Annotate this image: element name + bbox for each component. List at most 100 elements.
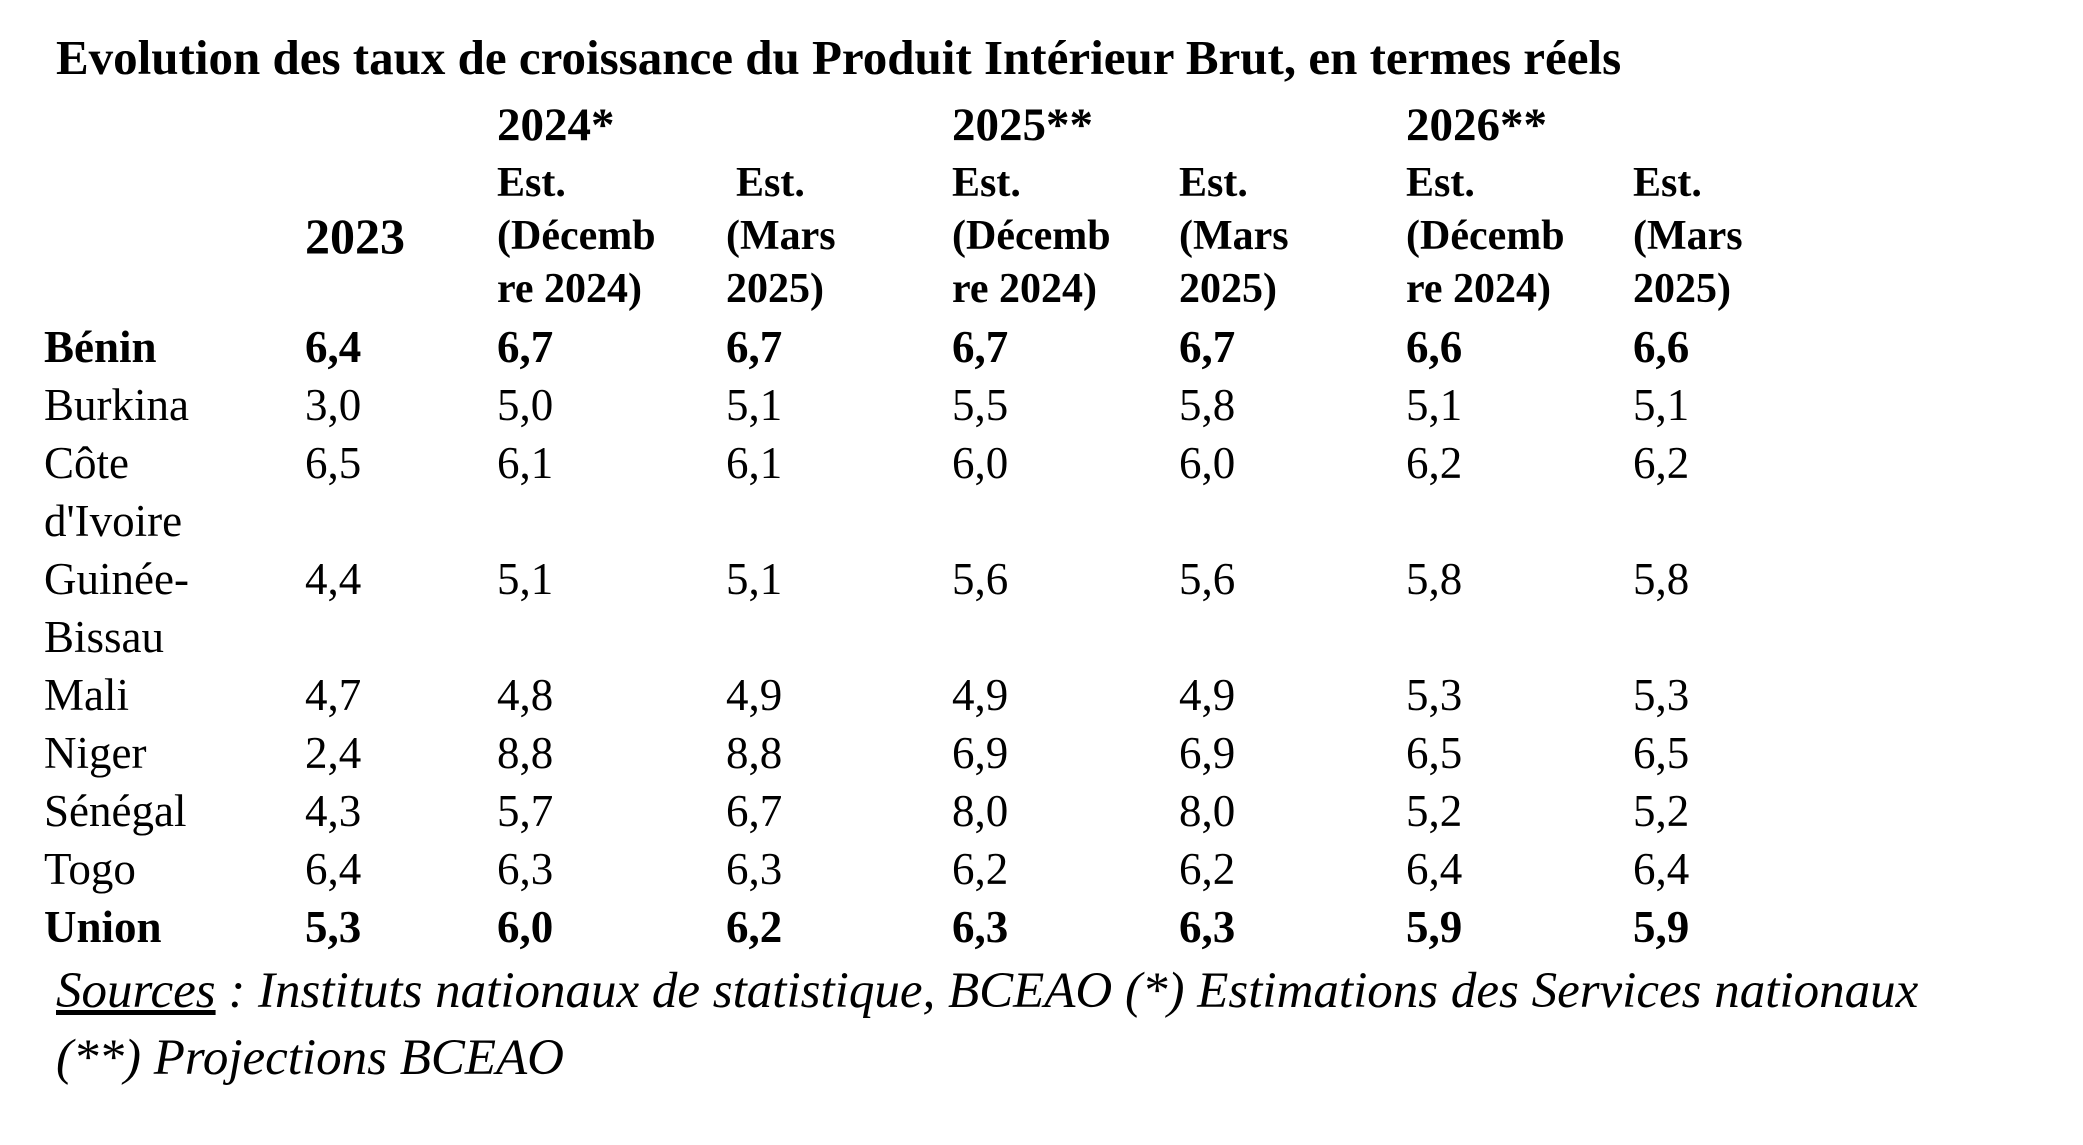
value-cell: 5,3 — [305, 902, 362, 952]
value-cell: 6,7 — [726, 786, 783, 836]
value-cell: 4,9 — [726, 670, 783, 720]
value-cell: 5,1 — [726, 380, 783, 430]
value-cell: 5,3 — [1633, 670, 1690, 720]
header-line: Est. — [1179, 160, 1248, 206]
value-cell: 6,3 — [1179, 902, 1236, 952]
value-cell: 5,2 — [1633, 786, 1690, 836]
year-group-header: 2024* — [497, 99, 615, 151]
country-cell: Sénégal — [44, 782, 305, 840]
country-name: Bénin — [44, 322, 157, 372]
header-line: (Mars — [1179, 213, 1289, 259]
value-cell: 6,2 — [1406, 438, 1463, 488]
table-row: Niger 2,4 8,8 8,8 6,9 6,9 6,5 6,5 — [44, 724, 1860, 782]
value-cell: 5,3 — [1406, 670, 1463, 720]
header-line: 2025) — [1179, 266, 1277, 312]
year-group-header: 2026** — [1406, 99, 1547, 151]
value-cell: 6,4 — [1406, 844, 1463, 894]
country-cell: Guinée-Bissau — [44, 550, 305, 666]
country-cell: Burkina — [44, 376, 305, 434]
table-row: Togo 6,4 6,3 6,3 6,2 6,2 6,4 6,4 — [44, 840, 1860, 898]
value-cell: 6,2 — [1633, 438, 1690, 488]
value-cell: 6,1 — [726, 438, 783, 488]
header-line: (Décemb — [497, 213, 656, 259]
header-line: 2025) — [726, 266, 824, 312]
value-cell: 6,4 — [1633, 844, 1690, 894]
header-line: re 2024) — [1406, 266, 1552, 312]
year-2023-header: 2023 — [305, 208, 405, 264]
value-cell: 6,2 — [1179, 844, 1236, 894]
value-cell: 6,3 — [497, 844, 554, 894]
value-cell: 8,8 — [497, 728, 554, 778]
estimate-column-header: Est. (Décemb re 2024) — [497, 157, 726, 318]
table-row: Bénin 6,4 6,7 6,7 6,7 6,7 6,6 6,6 — [44, 318, 1860, 376]
value-cell: 5,9 — [1406, 902, 1463, 952]
gdp-growth-table: 2024* 2025** 2026** 2023 Est. (Décemb re 2… — [44, 95, 1860, 956]
year-group-header: 2025** — [952, 99, 1093, 151]
country-name: Union — [44, 902, 162, 952]
country-cell: Togo — [44, 840, 305, 898]
value-cell: 4,3 — [305, 786, 362, 836]
value-cell: 6,0 — [952, 438, 1009, 488]
country-name: Côte d'Ivoire — [44, 438, 183, 546]
value-cell: 6,6 — [1406, 322, 1463, 372]
value-cell: 6,7 — [726, 322, 783, 372]
value-cell: 6,7 — [952, 322, 1009, 372]
header-line: (Décemb — [952, 213, 1111, 259]
value-cell: 6,3 — [952, 902, 1009, 952]
value-cell: 6,9 — [1179, 728, 1236, 778]
table-row: Côte d'Ivoire 6,5 6,1 6,1 6,0 6,0 6,2 6,2 — [44, 434, 1860, 550]
country-cell: Bénin — [44, 318, 305, 376]
table-row: Sénégal 4,3 5,7 6,7 8,0 8,0 5,2 5,2 — [44, 782, 1860, 840]
value-cell: 5,5 — [952, 380, 1009, 430]
header-line: (Décemb — [1406, 213, 1565, 259]
value-cell: 6,5 — [1406, 728, 1463, 778]
value-cell: 4,8 — [497, 670, 554, 720]
table-row: Union 5,3 6,0 6,2 6,3 6,3 5,9 5,9 — [44, 898, 1860, 956]
value-cell: 6,9 — [952, 728, 1009, 778]
header-line: Est. — [736, 160, 805, 206]
value-cell: 4,4 — [305, 554, 362, 604]
value-cell: 5,8 — [1179, 380, 1236, 430]
header-line: 2025) — [1633, 266, 1731, 312]
country-name: Mali — [44, 670, 129, 720]
estimate-column-header: Est. (Mars 2025) — [1633, 157, 1860, 318]
value-cell: 5,6 — [1179, 554, 1236, 604]
value-cell: 6,4 — [305, 322, 362, 372]
value-cell: 5,0 — [497, 380, 554, 430]
value-cell: 5,8 — [1633, 554, 1690, 604]
value-cell: 8,0 — [1179, 786, 1236, 836]
table-row: Burkina 3,0 5,0 5,1 5,5 5,8 5,1 5,1 — [44, 376, 1860, 434]
value-cell: 5,9 — [1633, 902, 1690, 952]
value-cell: 6,1 — [497, 438, 554, 488]
table-row: Mali 4,7 4,8 4,9 4,9 4,9 5,3 5,3 — [44, 666, 1860, 724]
value-cell: 5,1 — [1406, 380, 1463, 430]
value-cell: 4,9 — [952, 670, 1009, 720]
value-cell: 5,8 — [1406, 554, 1463, 604]
value-cell: 5,1 — [726, 554, 783, 604]
header-line: Est. — [952, 160, 1021, 206]
value-cell: 6,4 — [305, 844, 362, 894]
country-name: Guinée-Bissau — [44, 554, 189, 662]
value-cell: 6,0 — [1179, 438, 1236, 488]
header-line: re 2024) — [952, 266, 1098, 312]
value-cell: 4,9 — [1179, 670, 1236, 720]
value-cell: 8,0 — [952, 786, 1009, 836]
country-name: Sénégal — [44, 786, 187, 836]
country-cell: Côte d'Ivoire — [44, 434, 305, 550]
table-row: Guinée-Bissau 4,4 5,1 5,1 5,6 5,6 5,8 5,8 — [44, 550, 1860, 666]
country-name: Burkina — [44, 380, 189, 430]
country-cell: Niger — [44, 724, 305, 782]
estimate-column-header: Est. (Mars 2025) — [726, 157, 952, 318]
value-cell: 6,3 — [726, 844, 783, 894]
value-cell: 5,1 — [1633, 380, 1690, 430]
sub-header-row: 2023 Est. (Décemb re 2024) Est. (Mars 2025) Es… — [44, 157, 1860, 318]
country-name: Niger — [44, 728, 147, 778]
estimate-column-header: Est. (Décemb re 2024) — [1406, 157, 1633, 318]
sources-note: Sources : Instituts nationaux de statist… — [56, 958, 2006, 1092]
value-cell: 5,6 — [952, 554, 1009, 604]
year-header-row: 2024* 2025** 2026** — [44, 95, 1860, 157]
value-cell: 5,1 — [497, 554, 554, 604]
country-cell: Union — [44, 898, 305, 956]
header-line: re 2024) — [497, 266, 643, 312]
sources-label: Sources — [56, 963, 216, 1019]
